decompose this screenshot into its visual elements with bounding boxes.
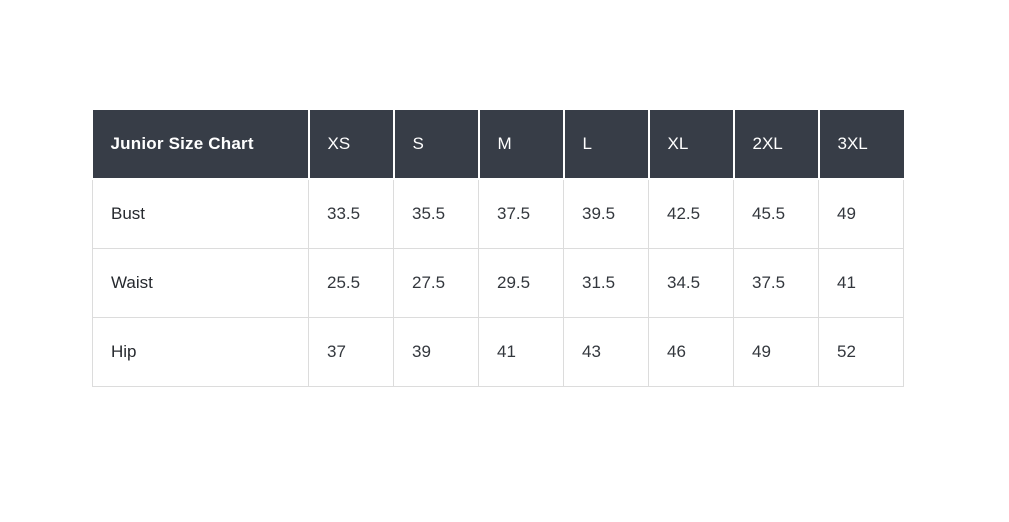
table-cell: 29.5 bbox=[478, 248, 564, 318]
table-row-hip: Hip 37 39 41 43 46 49 52 bbox=[92, 317, 904, 387]
table-cell: 49 bbox=[818, 178, 904, 249]
column-header-xs: XS bbox=[308, 110, 395, 180]
table-cell: 45.5 bbox=[733, 178, 819, 249]
column-header-2xl: 2XL bbox=[733, 110, 820, 180]
column-header-l: L bbox=[563, 110, 650, 180]
row-label-bust: Bust bbox=[92, 178, 309, 249]
table-cell: 34.5 bbox=[648, 248, 734, 318]
table-cell: 31.5 bbox=[563, 248, 649, 318]
table-cell: 42.5 bbox=[648, 178, 734, 249]
table-row-bust: Bust 33.5 35.5 37.5 39.5 42.5 45.5 49 bbox=[92, 178, 904, 249]
table-cell: 43 bbox=[563, 317, 649, 387]
column-header-m: M bbox=[478, 110, 565, 180]
junior-size-chart-table: Junior Size Chart XS S M L XL 2XL 3XL Bu… bbox=[92, 110, 904, 387]
table-cell: 49 bbox=[733, 317, 819, 387]
table-cell: 39 bbox=[393, 317, 479, 387]
column-header-3xl: 3XL bbox=[818, 110, 904, 180]
table-cell: 37.5 bbox=[733, 248, 819, 318]
table-cell: 35.5 bbox=[393, 178, 479, 249]
table-row-waist: Waist 25.5 27.5 29.5 31.5 34.5 37.5 41 bbox=[92, 248, 904, 318]
row-label-hip: Hip bbox=[92, 317, 309, 387]
table-cell: 33.5 bbox=[308, 178, 394, 249]
table-title: Junior Size Chart bbox=[92, 110, 310, 180]
table-cell: 37 bbox=[308, 317, 394, 387]
table-cell: 41 bbox=[478, 317, 564, 387]
header-row: Junior Size Chart XS S M L XL 2XL 3XL bbox=[92, 110, 904, 180]
table-cell: 52 bbox=[818, 317, 904, 387]
column-header-s: S bbox=[393, 110, 480, 180]
table-cell: 41 bbox=[818, 248, 904, 318]
table-cell: 25.5 bbox=[308, 248, 394, 318]
column-header-xl: XL bbox=[648, 110, 735, 180]
table-cell: 27.5 bbox=[393, 248, 479, 318]
row-label-waist: Waist bbox=[92, 248, 309, 318]
table-cell: 46 bbox=[648, 317, 734, 387]
table-cell: 37.5 bbox=[478, 178, 564, 249]
table-cell: 39.5 bbox=[563, 178, 649, 249]
